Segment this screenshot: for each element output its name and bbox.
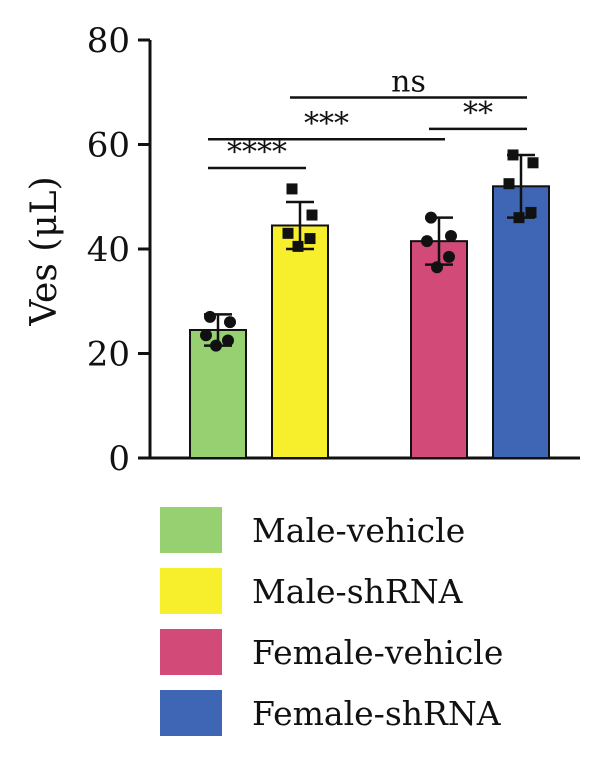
legend-label-male-shrna: Male-shRNA: [252, 571, 463, 611]
bar-male-shrna: [271, 224, 329, 459]
significance-label: ***: [304, 106, 349, 141]
legend-swatch-female-shrna: [160, 690, 222, 736]
data-point: [292, 240, 304, 252]
data-points: [200, 149, 539, 352]
legend-item-male-vehicle: Male-vehicle: [160, 505, 580, 555]
legend: Male-vehicle Male-shRNA Female-vehicle F…: [160, 505, 580, 749]
bar-female-vehicle: [410, 240, 468, 459]
data-point: [204, 310, 216, 323]
legend-item-female-shrna: Female-shRNA: [160, 688, 580, 738]
bar-female-shrna: [492, 185, 550, 460]
data-point: [282, 227, 294, 239]
data-point: [210, 339, 222, 352]
significance-brackets: ******* **ns: [208, 64, 527, 170]
y-tick-label: 0: [108, 439, 130, 479]
data-point: [222, 334, 234, 347]
legend-label-male-vehicle: Male-vehicle: [252, 510, 466, 550]
significance-label: ****: [227, 135, 287, 170]
error-bars: [204, 153, 535, 347]
data-point: [527, 157, 539, 169]
legend-label-female-vehicle: Female-vehicle: [252, 632, 504, 672]
y-tick-label: 40: [87, 230, 130, 270]
legend-label-female-shrna: Female-shRNA: [252, 693, 501, 733]
data-point: [304, 233, 316, 245]
data-point: [425, 211, 437, 224]
y-axis-label: Ves (μL): [24, 176, 65, 326]
data-point: [431, 261, 443, 274]
legend-swatch-male-shrna: [160, 568, 222, 614]
data-point: [443, 250, 455, 263]
legend-item-female-vehicle: Female-vehicle: [160, 627, 580, 677]
data-point: [507, 149, 519, 161]
data-point: [224, 316, 236, 329]
data-point: [200, 329, 212, 342]
legend-item-male-shrna: Male-shRNA: [160, 566, 580, 616]
y-tick-label: 60: [87, 126, 130, 166]
data-point: [525, 206, 537, 218]
bars: [189, 185, 550, 460]
data-point: [306, 209, 318, 221]
significance-label: **: [463, 96, 493, 131]
bar-male-vehicle: [189, 328, 247, 459]
y-tick-label: 80: [87, 21, 130, 61]
data-point: [286, 183, 298, 195]
y-tick-label: 20: [87, 335, 130, 375]
data-point: [421, 235, 433, 248]
legend-swatch-male-vehicle: [160, 507, 222, 553]
axes: 0 20 40 60 80 Ves (μL): [24, 21, 580, 479]
data-point: [445, 229, 457, 242]
data-point: [513, 212, 525, 224]
data-point: [503, 178, 515, 190]
legend-swatch-female-vehicle: [160, 629, 222, 675]
significance-label: ns: [391, 64, 426, 99]
